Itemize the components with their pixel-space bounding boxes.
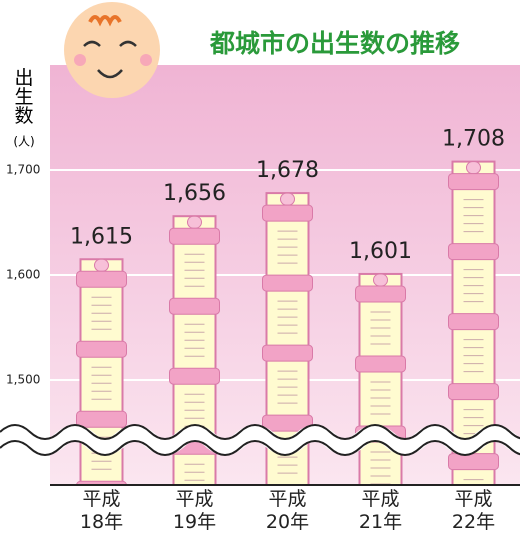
- value-label: 1,656: [163, 181, 226, 206]
- value-label: 1,601: [349, 239, 412, 264]
- y-tick-label: 1,700: [6, 163, 40, 177]
- y-axis-label: 出生数: [12, 67, 34, 124]
- bottle-nipple: [374, 274, 388, 286]
- bottle-cap: [77, 341, 127, 357]
- x-tick-label: 平成 22年: [434, 488, 514, 534]
- bottle-nipple: [95, 259, 109, 271]
- bottle-cap: [449, 244, 499, 260]
- bottle-nipple: [188, 216, 202, 228]
- x-tick-label: 平成 18年: [62, 488, 142, 534]
- bottle-cap: [263, 275, 313, 291]
- bottle-cap: [263, 205, 313, 221]
- bottle-cap: [449, 174, 499, 190]
- x-tick-label: 平成 19年: [155, 488, 235, 534]
- x-tick-label: 平成 21年: [341, 488, 421, 534]
- bottle-nipple: [467, 162, 481, 174]
- bottle-cap: [170, 228, 220, 244]
- bottle-nipple: [281, 193, 295, 205]
- chart-title: 都城市の出生数の推移: [209, 29, 460, 58]
- bottle-cap: [170, 368, 220, 384]
- bottle-cap: [77, 271, 127, 287]
- bottle-cap: [449, 384, 499, 400]
- y-tick-label: 1,600: [6, 268, 40, 282]
- chart: 都城市の出生数の推移 出生数 (人) 1,500 1,600 1,700 1,615 1…: [0, 0, 520, 542]
- bottle-cap: [77, 411, 127, 427]
- bottle-cap: [449, 454, 499, 470]
- bottle-cap: [263, 345, 313, 361]
- page: 都城市の出生数の推移 出生数 (人) 1,500 1,600 1,700 1,615 1…: [0, 0, 520, 542]
- baby-face: [64, 2, 160, 98]
- bottle-cap: [356, 286, 406, 302]
- y-axis-unit: (人): [13, 135, 34, 149]
- bottle-cap: [170, 298, 220, 314]
- bottle-cap: [449, 314, 499, 330]
- value-label: 1,708: [442, 127, 505, 152]
- bottle-cap: [356, 356, 406, 372]
- value-label: 1,615: [70, 224, 133, 249]
- x-tick-label: 平成 20年: [248, 488, 328, 534]
- y-tick-label: 1,500: [6, 373, 40, 387]
- bar: [360, 274, 402, 485]
- value-label: 1,678: [256, 158, 319, 183]
